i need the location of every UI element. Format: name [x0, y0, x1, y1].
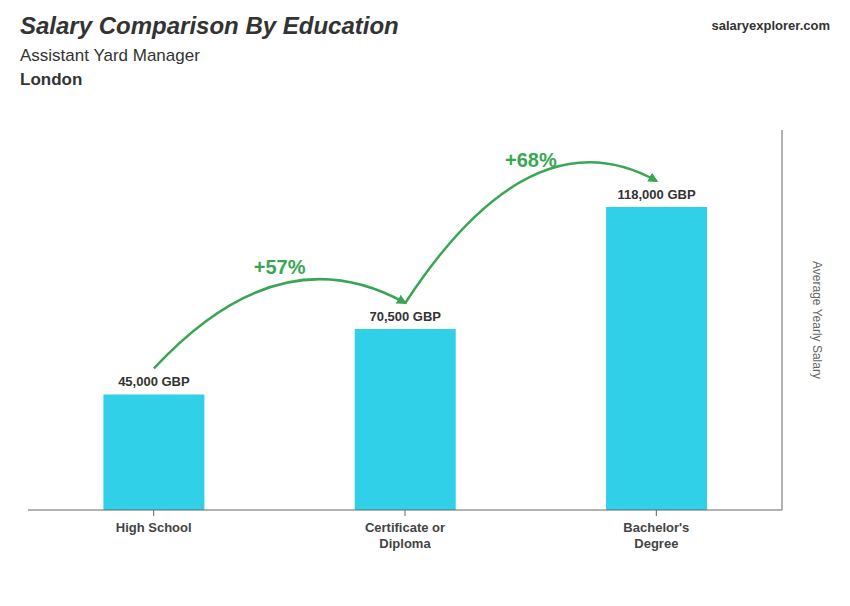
- svg-text:118,000 GBP: 118,000 GBP: [618, 187, 696, 202]
- html-text:Assistant Yard Manager: Assistant Yard Manager: [20, 46, 200, 65]
- svg-text:Certificate orDiploma: Certificate orDiploma: [365, 520, 445, 551]
- html-text:salaryexplorer.com: salaryexplorer.com: [711, 18, 830, 33]
- svg-text:Bachelor'sDegree: Bachelor'sDegree: [623, 520, 689, 551]
- svg-text:+57%: +57%: [254, 256, 306, 278]
- svg-text:Average Yearly Salary: Average Yearly Salary: [810, 261, 824, 379]
- html-text:London: London: [20, 70, 83, 89]
- svg-text:High School: High School: [116, 520, 192, 535]
- svg-text:+68%: +68%: [505, 149, 557, 171]
- svg-text:45,000 GBP: 45,000 GBP: [118, 374, 190, 389]
- html-text:Salary Comparison By Education: Salary Comparison By Education: [20, 12, 399, 39]
- svg-text:70,500 GBP: 70,500 GBP: [369, 309, 441, 324]
